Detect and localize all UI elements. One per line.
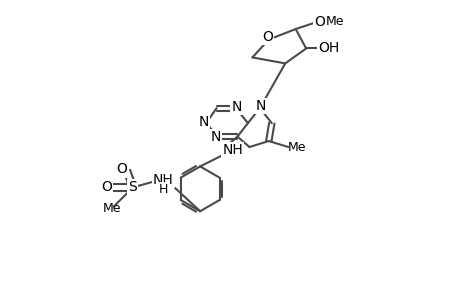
Text: O: O xyxy=(116,162,127,176)
Text: O: O xyxy=(261,29,272,44)
Text: N: N xyxy=(231,100,241,114)
Text: O: O xyxy=(101,180,112,194)
Text: H: H xyxy=(158,183,168,196)
Text: Me: Me xyxy=(325,15,343,28)
Text: Me: Me xyxy=(287,140,306,154)
Text: Me: Me xyxy=(102,202,121,215)
Text: NH: NH xyxy=(153,173,174,187)
Text: S: S xyxy=(129,180,137,194)
Text: NH: NH xyxy=(222,143,243,157)
Text: N: N xyxy=(255,99,265,113)
Text: N: N xyxy=(198,115,208,129)
Text: N: N xyxy=(210,130,220,145)
Text: OH: OH xyxy=(318,41,339,56)
Text: O: O xyxy=(313,15,325,28)
